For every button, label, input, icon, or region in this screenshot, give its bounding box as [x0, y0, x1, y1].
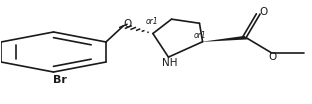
- Text: O: O: [123, 19, 131, 29]
- Polygon shape: [202, 36, 248, 42]
- Text: O: O: [259, 7, 267, 17]
- Text: O: O: [268, 52, 277, 62]
- Text: Br: Br: [53, 75, 67, 85]
- Text: or1: or1: [146, 17, 158, 26]
- Text: or1: or1: [193, 31, 206, 40]
- Text: NH: NH: [162, 58, 178, 68]
